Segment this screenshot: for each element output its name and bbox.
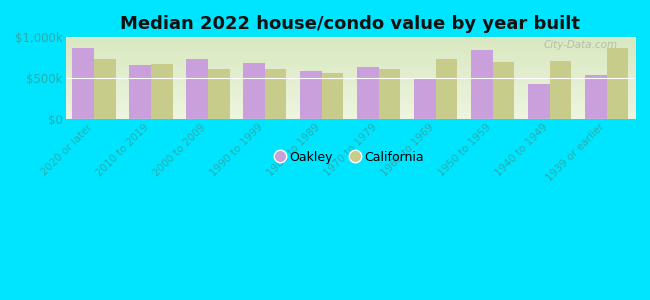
Bar bbox=[94, 59, 116, 119]
Bar bbox=[300, 71, 322, 119]
Legend: Oakley, California: Oakley, California bbox=[272, 146, 429, 169]
Bar bbox=[379, 69, 400, 119]
Bar bbox=[72, 48, 94, 119]
Bar bbox=[129, 65, 151, 119]
Bar bbox=[436, 59, 458, 119]
Text: City-Data.com: City-Data.com bbox=[544, 40, 618, 50]
Bar bbox=[471, 50, 493, 119]
Bar bbox=[208, 69, 229, 119]
Bar bbox=[585, 75, 606, 119]
Bar bbox=[187, 58, 208, 119]
Bar bbox=[493, 62, 514, 119]
Bar bbox=[528, 84, 550, 119]
Bar bbox=[151, 64, 173, 119]
Bar bbox=[414, 78, 436, 119]
Bar bbox=[357, 67, 379, 119]
Bar bbox=[606, 48, 628, 119]
Bar bbox=[322, 73, 343, 119]
Bar bbox=[243, 63, 265, 119]
Title: Median 2022 house/condo value by year built: Median 2022 house/condo value by year bu… bbox=[120, 15, 580, 33]
Bar bbox=[265, 69, 287, 119]
Bar bbox=[550, 61, 571, 119]
